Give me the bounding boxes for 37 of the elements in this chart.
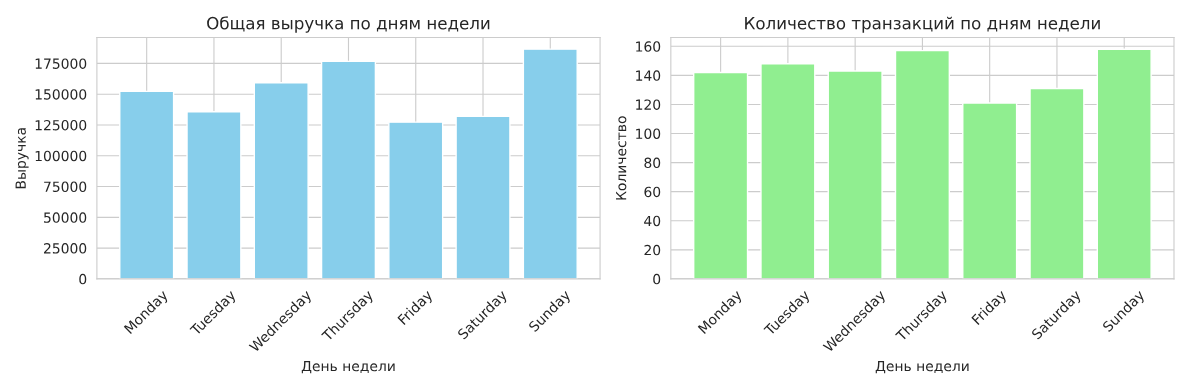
y-tick-label: 175000 (35, 58, 87, 69)
y-tick-label: 150000 (35, 89, 87, 100)
chart-title: Количество транзакций по дням недели (745, 16, 1100, 33)
y-tick-label: 25000 (44, 243, 87, 254)
bar (1096, 48, 1152, 279)
chart-title: Общая выручка по дням недели (207, 16, 490, 33)
y-tick-label: 125000 (35, 119, 87, 131)
x-axis-title: День недели (301, 360, 395, 374)
bar (320, 60, 377, 279)
bar (693, 71, 749, 279)
bar (962, 102, 1018, 279)
y-tick-label: 20 (644, 244, 661, 256)
y-tick-label: 60 (644, 186, 661, 198)
y-axis-title: Количество (616, 116, 627, 200)
bar (119, 90, 175, 279)
bar (894, 49, 951, 279)
y-tick-label: 0 (653, 273, 661, 285)
y-tick-label: 100000 (35, 150, 87, 162)
bar (1029, 87, 1085, 279)
y-tick-label: 50000 (44, 212, 87, 223)
y-tick-label: 100 (636, 128, 661, 139)
y-tick-label: 140 (636, 70, 661, 81)
bar (827, 70, 883, 279)
y-tick-label: 160 (636, 41, 661, 52)
x-axis-title: День недели (875, 360, 969, 374)
y-tick-label: 80 (644, 157, 661, 169)
bar (760, 63, 816, 279)
bar (388, 121, 444, 279)
bar (522, 48, 578, 279)
bar (186, 111, 242, 279)
y-tick-label: 40 (644, 215, 661, 227)
y-tick-label: 120 (636, 99, 661, 110)
y-tick-label: 0 (79, 273, 87, 285)
bar (455, 115, 511, 279)
y-axis-title: Выручка (15, 128, 29, 189)
bar (253, 82, 309, 279)
y-tick-label: 75000 (44, 181, 87, 193)
